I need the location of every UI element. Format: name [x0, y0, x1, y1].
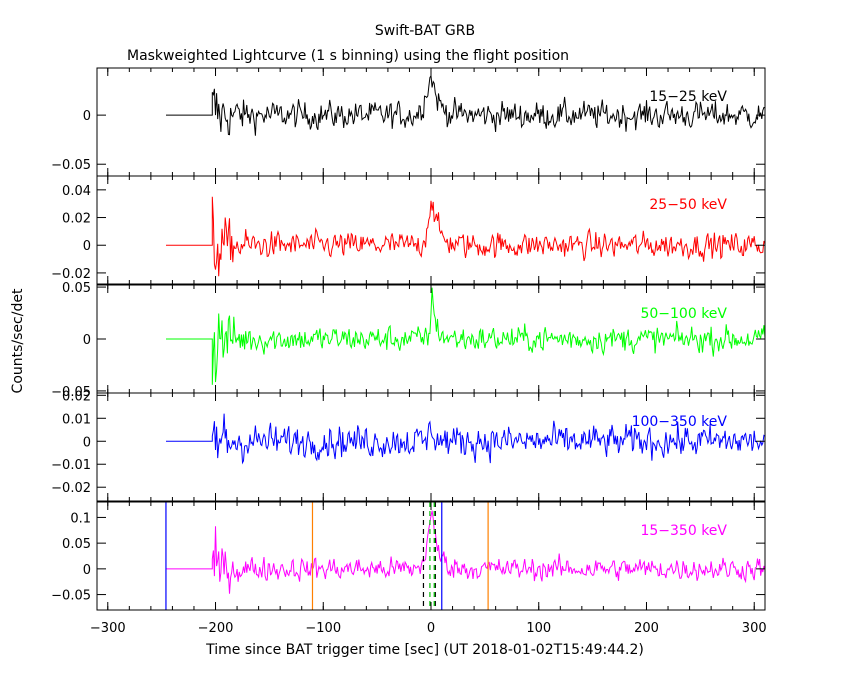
band-label: 100−350 keV	[632, 414, 728, 430]
series-line-4	[166, 413, 765, 465]
figure-subtitle: Maskweighted Lightcurve (1 s binning) us…	[127, 48, 569, 64]
panel-2: −0.02 0 0.02 0.04 25−50 keV	[51, 175, 766, 285]
series-line-3	[166, 287, 765, 385]
x-tick-label: 200	[634, 621, 659, 636]
panel-4: −0.02 −0.01 0 0.01 0.02 100−350 keV	[51, 389, 766, 502]
panel-frame	[96, 67, 766, 177]
panel-1: −0.05 0 15−25 keV	[51, 67, 766, 177]
y-tick-label: 0	[83, 109, 91, 124]
band-label: 50−100 keV	[640, 306, 727, 322]
y-tick-label: 0.05	[62, 281, 91, 296]
x-tick-label: −200	[198, 621, 234, 636]
x-tick-label: 0	[427, 621, 435, 636]
figure-title: Swift-BAT GRB	[375, 23, 475, 39]
x-tick-label: 100	[526, 621, 551, 636]
y-tick-label: 0	[83, 333, 91, 348]
x-tick-label: −100	[305, 621, 341, 636]
panel-frame	[96, 175, 766, 285]
y-tick-label: 0	[83, 239, 91, 254]
y-tick-label: −0.02	[51, 267, 91, 282]
y-tick-label: 0	[83, 435, 91, 450]
panel-5: −0.05 0 0.05 0.1 15−350 keV −300 −200 −100 0 100 2…	[51, 501, 767, 636]
x-axis-label: Time since BAT trigger time [sec] (UT 20…	[205, 642, 644, 658]
y-tick-label: 0.04	[62, 184, 91, 199]
y-tick-label: −0.01	[51, 458, 91, 473]
panel-3: −0.05 0 0.05 50−100 keV	[51, 281, 766, 400]
y-tick-label: 0.1	[70, 511, 91, 526]
y-tick-label: −0.05	[51, 158, 91, 173]
y-tick-label: −0.05	[51, 385, 91, 400]
x-tick-label: −300	[90, 621, 126, 636]
y-tick-label: 0.01	[62, 412, 91, 427]
band-label: 15−350 keV	[640, 523, 727, 539]
y-tick-label: −0.05	[51, 589, 91, 604]
y-tick-label: 0	[83, 563, 91, 578]
y-tick-label: 0.05	[62, 537, 91, 552]
x-tick-label: 300	[742, 621, 767, 636]
series-line-2	[166, 196, 765, 277]
y-tick-label: 0.02	[62, 212, 91, 227]
y-tick-label: −0.02	[51, 481, 91, 496]
series-line-1	[166, 74, 765, 136]
band-label: 15−25 keV	[649, 89, 727, 105]
y-axis-label: Counts/sec/det	[10, 288, 26, 393]
y-tick-label: 0.02	[62, 389, 91, 404]
band-label: 25−50 keV	[649, 197, 727, 213]
